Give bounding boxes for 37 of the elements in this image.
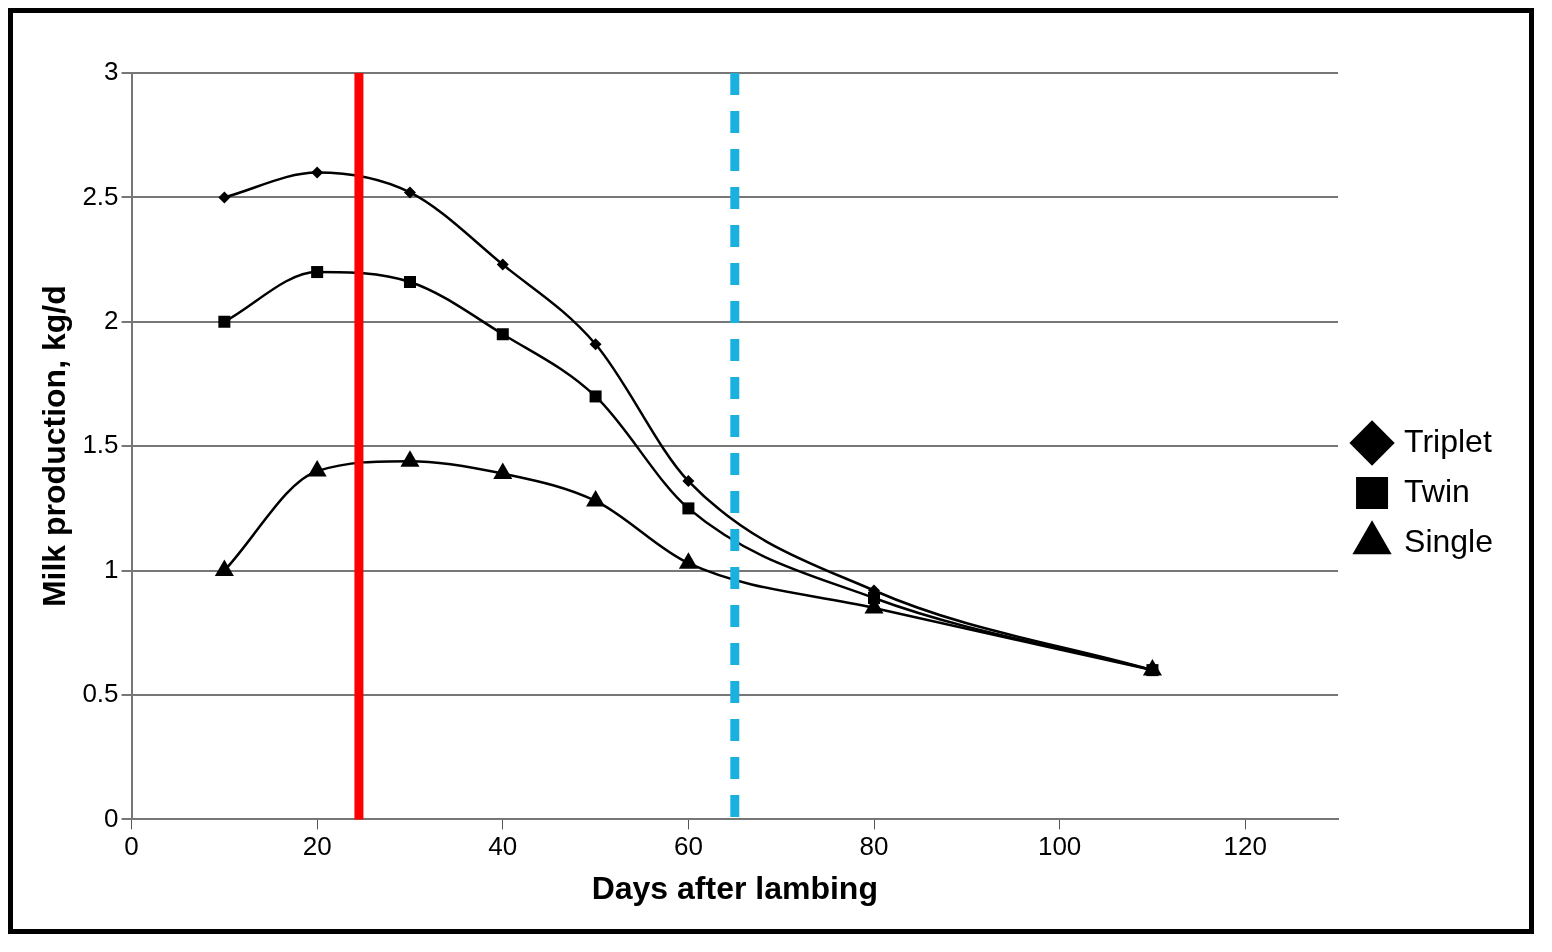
x-tick-label: 120: [1223, 831, 1267, 862]
point: [682, 502, 695, 515]
y-tick-label: 2: [104, 304, 119, 335]
x-tick-label: 20: [302, 831, 332, 862]
point: [589, 390, 602, 403]
x-tick-label: 60: [673, 831, 703, 862]
point: [218, 315, 231, 328]
x-tick-label: 100: [1037, 831, 1082, 862]
point: [678, 552, 698, 569]
point: [682, 475, 695, 488]
y-tick-label: 3: [104, 56, 119, 87]
point: [218, 191, 231, 204]
y-axis-title: Milk production, kg/d: [36, 285, 73, 608]
point: [214, 559, 234, 577]
point: [403, 275, 416, 288]
point: [493, 462, 513, 480]
point: [311, 266, 324, 279]
legend-label: Twin: [1404, 472, 1470, 509]
point: [403, 186, 416, 199]
y-tick-label: 1: [104, 553, 119, 584]
point: [307, 460, 327, 477]
x-axis-title: Days after lambing: [591, 869, 878, 906]
y-tick-label: 2.5: [82, 180, 119, 211]
y-tick-label: 1.5: [82, 429, 119, 460]
x-tick-label: 0: [124, 831, 139, 862]
y-tick-label: 0.5: [82, 678, 119, 709]
point: [311, 166, 324, 179]
y-tick-label: 0: [104, 802, 119, 833]
x-tick-label: 80: [859, 831, 889, 862]
point: [400, 450, 420, 467]
point: [496, 328, 509, 341]
point: [586, 489, 606, 507]
legend-label: Triplet: [1404, 422, 1492, 459]
x-tick-label: 40: [488, 831, 518, 862]
point: [496, 258, 509, 271]
point: [589, 338, 602, 351]
legend-label: Single: [1404, 522, 1493, 559]
